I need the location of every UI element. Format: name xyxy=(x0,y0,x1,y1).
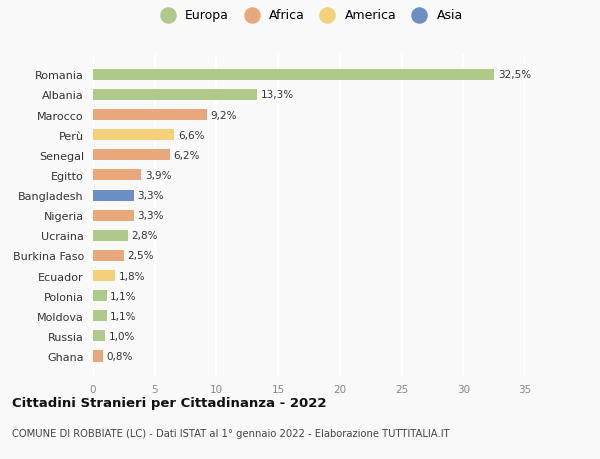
Text: 3,3%: 3,3% xyxy=(137,190,164,201)
Text: 1,1%: 1,1% xyxy=(110,291,137,301)
Text: 6,6%: 6,6% xyxy=(178,130,205,140)
Bar xyxy=(93,70,494,81)
Bar xyxy=(93,90,257,101)
Bar xyxy=(93,210,134,221)
Text: 13,3%: 13,3% xyxy=(261,90,294,100)
Bar xyxy=(93,190,134,201)
Legend: Europa, Africa, America, Asia: Europa, Africa, America, Asia xyxy=(152,7,466,25)
Text: COMUNE DI ROBBIATE (LC) - Dati ISTAT al 1° gennaio 2022 - Elaborazione TUTTITALI: COMUNE DI ROBBIATE (LC) - Dati ISTAT al … xyxy=(12,428,449,438)
Bar xyxy=(93,330,106,341)
Bar xyxy=(93,150,170,161)
Text: 9,2%: 9,2% xyxy=(210,110,237,120)
Bar xyxy=(93,170,141,181)
Bar xyxy=(93,291,107,302)
Bar xyxy=(93,270,115,281)
Text: 3,9%: 3,9% xyxy=(145,171,172,180)
Text: 1,1%: 1,1% xyxy=(110,311,137,321)
Text: 1,0%: 1,0% xyxy=(109,331,136,341)
Text: 32,5%: 32,5% xyxy=(498,70,531,80)
Text: 1,8%: 1,8% xyxy=(119,271,145,281)
Bar xyxy=(93,110,206,121)
Bar xyxy=(93,351,103,362)
Text: 2,5%: 2,5% xyxy=(128,251,154,261)
Bar xyxy=(93,250,124,262)
Bar xyxy=(93,311,107,322)
Bar xyxy=(93,130,175,141)
Text: 0,8%: 0,8% xyxy=(107,351,133,361)
Bar xyxy=(93,230,128,241)
Text: 2,8%: 2,8% xyxy=(131,231,158,241)
Text: 6,2%: 6,2% xyxy=(173,151,200,161)
Text: 3,3%: 3,3% xyxy=(137,211,164,221)
Text: Cittadini Stranieri per Cittadinanza - 2022: Cittadini Stranieri per Cittadinanza - 2… xyxy=(12,396,326,409)
